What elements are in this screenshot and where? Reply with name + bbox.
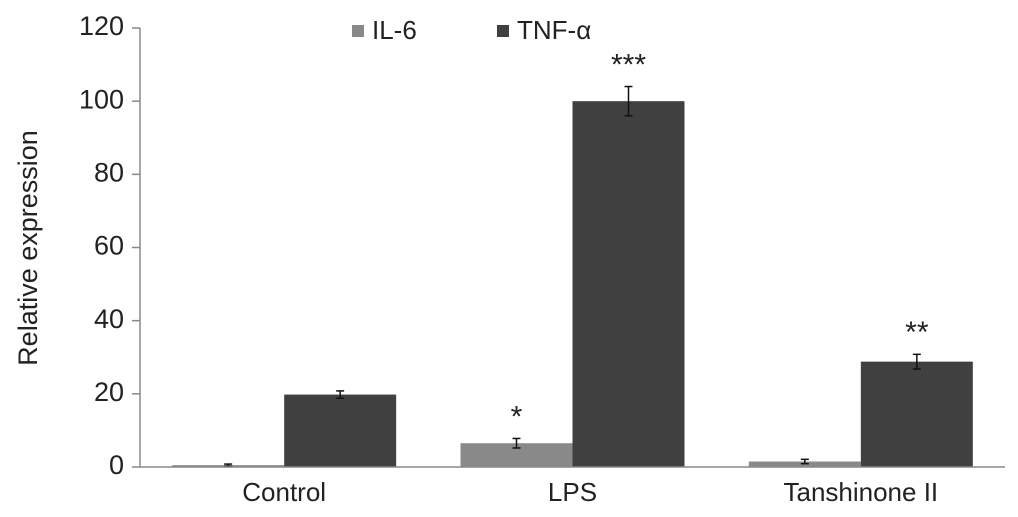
y-tick-label: 20	[94, 377, 124, 407]
y-tick-label: 80	[94, 157, 124, 187]
y-axis-label: Relative expression	[13, 130, 43, 366]
bar	[572, 101, 685, 468]
y-tick-label: 120	[79, 11, 124, 41]
legend-label: TNF-α	[517, 15, 591, 45]
x-tick-label: Control	[242, 477, 326, 507]
annotation: *	[511, 400, 523, 433]
annotation: ***	[611, 48, 646, 81]
y-tick-label: 0	[109, 450, 124, 480]
bar	[284, 394, 397, 467]
bar	[860, 361, 973, 467]
x-tick-label: LPS	[548, 477, 597, 507]
y-tick-label: 100	[79, 84, 124, 114]
legend-swatch	[352, 25, 364, 37]
annotation: **	[905, 316, 929, 349]
legend-label: IL-6	[372, 15, 417, 45]
y-tick-label: 40	[94, 304, 124, 334]
bar	[460, 443, 573, 467]
y-tick-label: 60	[94, 231, 124, 261]
legend-swatch	[497, 25, 509, 37]
x-tick-label: Tanshinone II	[783, 477, 938, 507]
